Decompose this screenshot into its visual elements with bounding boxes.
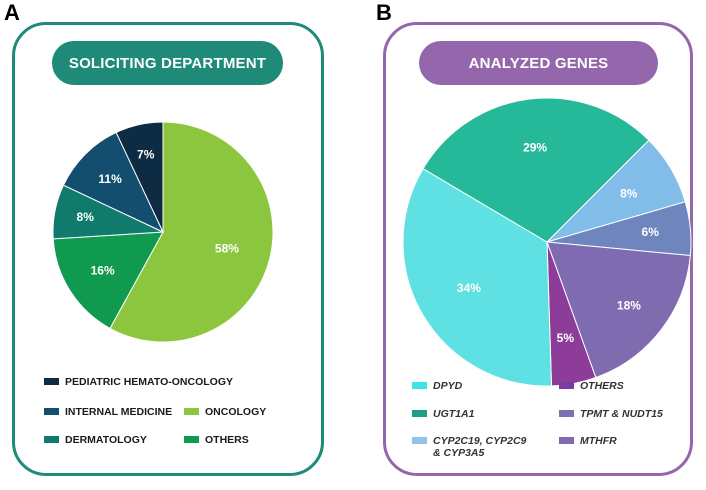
pie-data-label: 16% [91,263,115,277]
pie-data-label: 34% [457,281,481,295]
legend-label: PEDIATRIC HEMATO-ONCOLOGY [65,376,233,388]
analyzed-genes-title: ANALYZED GENES [419,41,658,85]
legend-swatch [184,408,199,415]
legend-label: UGT1A1 [433,408,475,420]
legend-item: MTHFR [559,435,617,447]
pie-data-label: 11% [98,172,122,186]
legend-swatch [44,378,59,385]
legend-swatch [44,408,59,415]
legend-swatch [559,410,574,417]
legend-item: OTHERS [559,380,624,392]
analyzed-genes-pie: 8% 6% 18% 5% 34% 29% [402,97,692,387]
legend-label: OTHERS [205,434,249,446]
legend-swatch [184,436,199,443]
legend-item: INTERNAL MEDICINE [44,406,172,418]
legend-swatch [412,382,427,389]
pie-data-label: 8% [77,210,95,224]
pie-data-label: 7% [137,148,155,162]
legend-label: TPMT & NUDT15 [580,408,663,420]
legend-label: DERMATOLOGY [65,434,147,446]
pie-slice-mthfr [546,241,691,379]
legend-item: DERMATOLOGY [44,434,147,446]
pie-slice-internal-medicine [62,131,165,234]
legend-label: CYP2C19, CYP2C9 & CYP3A5 [433,435,527,459]
legend-swatch [559,437,574,444]
pie-data-label: 58% [215,241,239,255]
legend-label: OTHERS [580,380,624,392]
legend-item: CYP2C19, CYP2C9 & CYP3A5 [412,435,526,459]
pie-slice-pediatric-hemato-oncology [115,121,164,233]
soliciting-department-pie: 58% 16% 8% 11% 7% [52,121,274,343]
legend-label: INTERNAL MEDICINE [65,406,173,418]
legend-swatch [44,436,59,443]
pie-data-label: 6% [642,225,660,239]
soliciting-department-title: SOLICITING DEPARTMENT [52,41,283,85]
legend-label: DPYD [433,380,463,392]
pie-data-label: 8% [620,187,638,201]
panel-label-a: A [4,0,20,25]
legend-label: MTHFR [580,435,617,447]
legend-label: ONCOLOGY [205,406,267,418]
legend-swatch [412,437,427,444]
legend-item: PEDIATRIC HEMATO-ONCOLOGY [44,376,233,388]
legend-item: OTHERS [184,434,249,446]
panel-label-b: B [376,0,392,25]
legend-item: UGT1A1 [412,408,474,420]
pie-data-label: 29% [523,141,547,155]
legend-item: TPMT & NUDT15 [559,408,663,420]
legend-swatch [412,410,427,417]
pie-slice-others [52,231,164,330]
pie-slice-oncology [109,121,274,343]
legend-swatch [559,382,574,389]
legend-item: DPYD [412,380,462,392]
legend-item: ONCOLOGY [184,406,266,418]
pie-slice-ugt1a1 [422,97,650,243]
pie-data-label: 5% [557,331,575,345]
pie-data-label: 18% [617,299,641,313]
